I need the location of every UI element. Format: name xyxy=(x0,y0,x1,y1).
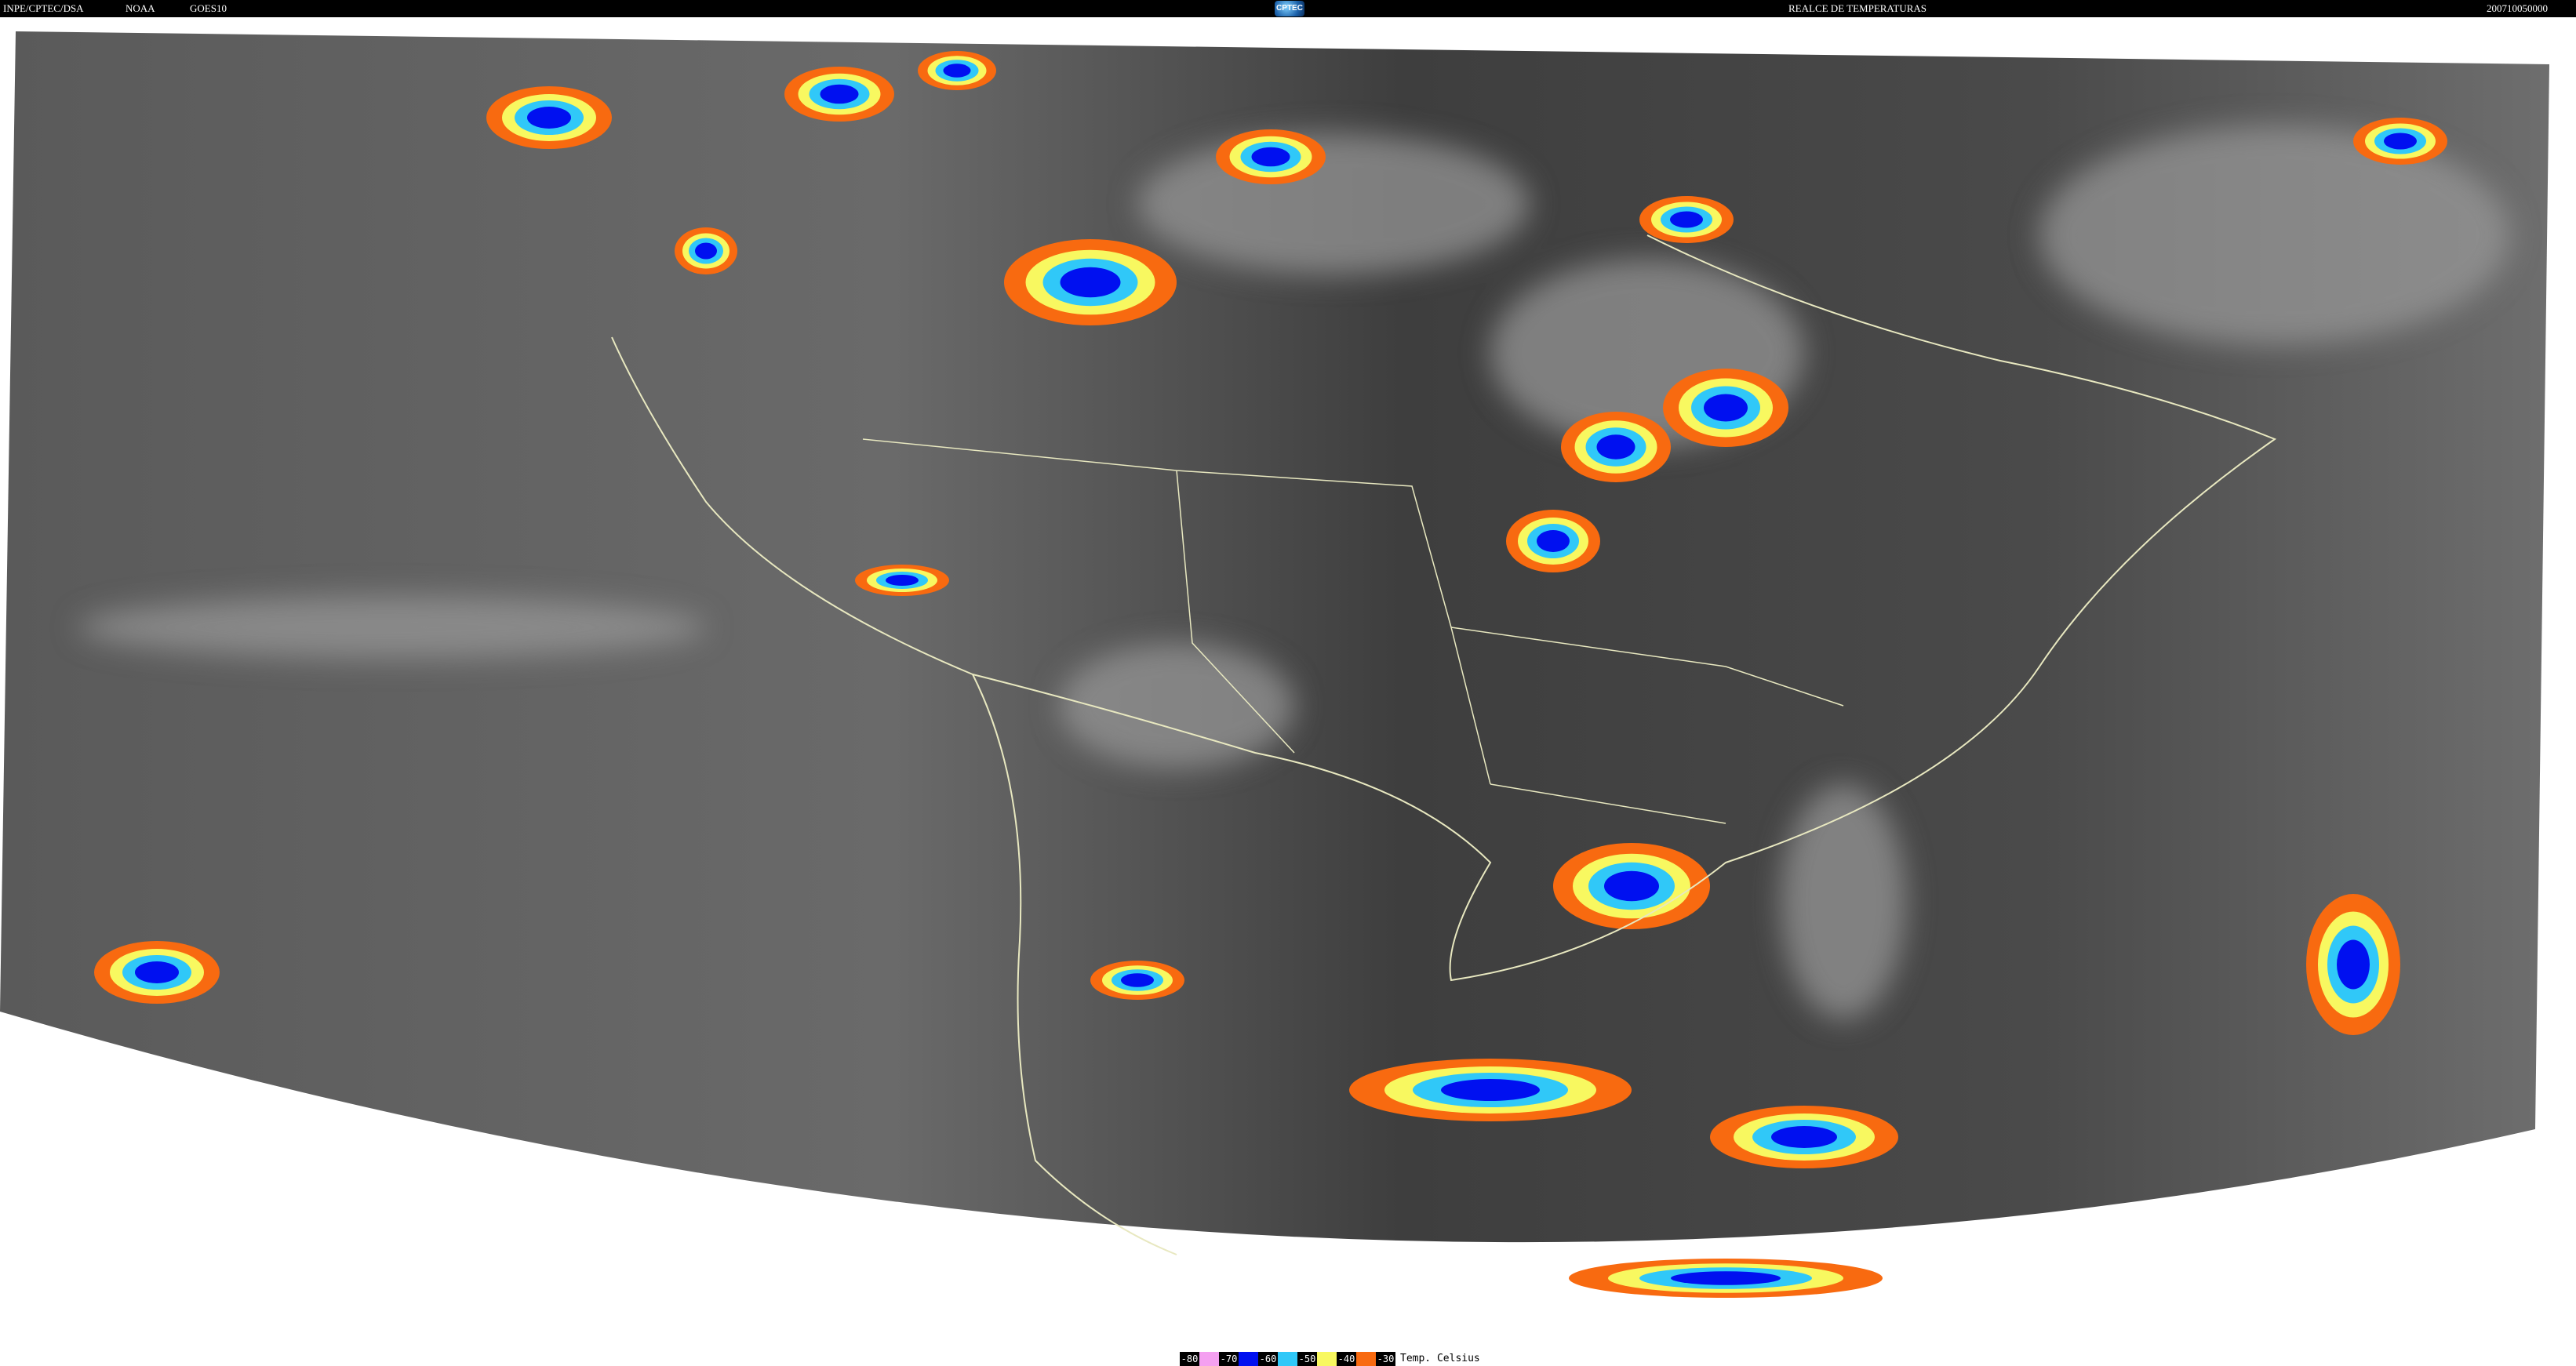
product-title: REALCE DE TEMPERATURAS xyxy=(1788,2,1927,14)
cold-cloud-top xyxy=(695,242,717,260)
legend-swatch xyxy=(1356,1352,1376,1366)
cloud-layer xyxy=(78,125,2510,1019)
cold-cloud-top xyxy=(135,961,179,983)
cloud xyxy=(1059,643,1294,768)
legend-label: -80 xyxy=(1180,1352,1199,1366)
cold-cloud-top xyxy=(1671,1271,1781,1285)
cold-cloud-top xyxy=(527,107,571,129)
cold-cloud-top xyxy=(886,575,919,586)
cloud xyxy=(2039,125,2510,345)
coastline xyxy=(611,234,2277,1255)
cold-cloud-top xyxy=(1060,267,1121,298)
cold-cloud-top xyxy=(1771,1126,1837,1148)
agency-label: NOAA xyxy=(126,2,155,14)
timestamp-label: 200710050000 xyxy=(2487,2,2548,14)
legend-swatch xyxy=(1317,1352,1337,1366)
cloud xyxy=(1137,133,1530,274)
legend-swatch xyxy=(1239,1352,1258,1366)
cold-cloud-top xyxy=(1704,394,1748,422)
cold-cloud-top xyxy=(1596,434,1635,460)
cloud xyxy=(1781,784,1906,1019)
cold-cloud-top xyxy=(1121,973,1154,987)
cold-cloud-top xyxy=(820,84,859,104)
legend-swatch xyxy=(1278,1352,1297,1366)
cold-cloud-top xyxy=(1441,1079,1540,1101)
cold-cloud-top xyxy=(1604,870,1659,902)
cptec-logo: CPTEC xyxy=(1275,1,1304,16)
legend-label: -30 xyxy=(1376,1352,1395,1366)
convective-cells xyxy=(94,51,2447,1298)
cold-cloud-top xyxy=(2337,939,2370,990)
cold-cloud-top xyxy=(2384,133,2417,150)
header-bar: INPE/CPTEC/DSA NOAA GOES10 CPTEC REALCE … xyxy=(0,0,2576,17)
cold-cloud-top xyxy=(943,64,971,78)
cold-cloud-top xyxy=(1537,530,1570,552)
country-borders xyxy=(862,438,1844,824)
legend-label: -40 xyxy=(1337,1352,1356,1366)
source-label: INPE/CPTEC/DSA xyxy=(3,2,84,14)
legend-label: -50 xyxy=(1297,1352,1317,1366)
cold-cloud-top xyxy=(1251,147,1290,167)
legend-label: -60 xyxy=(1258,1352,1278,1366)
legend-unit: Temp. Celsius xyxy=(1400,1353,1480,1364)
legend-label: -70 xyxy=(1219,1352,1239,1366)
satellite-label: GOES10 xyxy=(190,2,227,14)
satellite-image xyxy=(0,31,2549,1298)
cold-cloud-top xyxy=(1670,211,1703,228)
earth-disk xyxy=(0,31,2549,1243)
temperature-legend: -80 -70 -60 -50 -40 -30 Temp. Celsius xyxy=(1180,1352,1480,1366)
legend-swatch xyxy=(1199,1352,1219,1366)
cloud xyxy=(78,596,706,659)
